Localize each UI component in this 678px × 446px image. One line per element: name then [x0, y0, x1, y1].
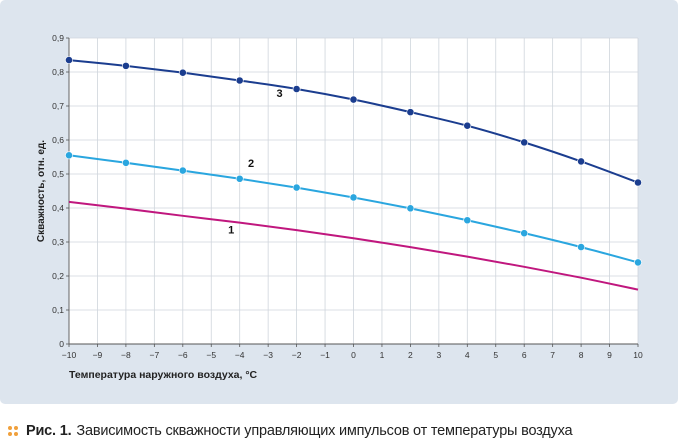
caption-bullet-icon: [8, 426, 18, 436]
series-markers: [65, 56, 642, 267]
y-axis-label: Скважность, отн. ед.: [36, 140, 47, 242]
series-line-1: [68, 200, 639, 291]
x-axis-label: Температура наружного воздуха, °C: [69, 369, 258, 381]
grid-lines: [69, 37, 639, 344]
chart-svg: −10 −9 −8 −7 −6 −5 −4 −3 −2 −1 0 1 2 3 4 5 6 7 8 9 1000,10,2…: [0, 0, 678, 404]
y-tick-label: 0,6: [52, 135, 64, 145]
caption-text: Зависимость скважности управляющих импул…: [76, 423, 573, 439]
data-point-series-2: [178, 166, 187, 175]
data-point-series-2: [577, 243, 585, 251]
x-tick-label: −7: [149, 350, 159, 360]
series-label-1: 1: [228, 225, 234, 237]
series-label-2: 2: [248, 158, 254, 170]
x-tick-label: 0: [351, 350, 356, 360]
data-point-series-3: [235, 76, 244, 85]
data-point-series-2: [463, 216, 472, 225]
x-tick-label: 3: [436, 350, 441, 360]
data-point-series-3: [406, 108, 415, 117]
series-labels: 1 2 3: [228, 88, 282, 237]
data-point-series-3: [463, 121, 472, 130]
data-point-series-3: [122, 61, 130, 70]
x-tick-label: −10: [62, 350, 77, 360]
tick-labels: −10 −9 −8 −7 −6 −5 −4 −3 −2 −1 0 1 2 3 4 5 6 7 8 9 1000,10,2…: [52, 33, 643, 360]
series-label-3: 3: [276, 88, 282, 100]
data-point-series-3: [292, 85, 301, 93]
data-point-series-2: [406, 204, 415, 213]
x-tick-label: 5: [493, 350, 498, 360]
x-tick-label: 1: [380, 350, 385, 360]
x-tick-label: −6: [178, 350, 188, 360]
x-tick-label: −8: [121, 350, 131, 360]
data-point-series-2: [292, 183, 301, 192]
caption-label: Рис. 1.: [26, 423, 72, 439]
x-tick-label: 7: [550, 350, 555, 360]
y-tick-label: 0,5: [52, 169, 64, 179]
data-point-series-3: [178, 68, 187, 77]
data-point-series-2: [235, 174, 244, 183]
y-tick-label: 0,7: [52, 101, 64, 111]
data-point-series-2: [520, 229, 529, 238]
y-tick-label: 0,4: [52, 203, 64, 213]
x-tick-label: −9: [93, 350, 103, 360]
y-tick-label: 0,9: [52, 33, 64, 43]
chart-panel: −10 −9 −8 −7 −6 −5 −4 −3 −2 −1 0 1 2 3 4 5 6 7 8 9 10 0 0,1 0,2…: [0, 0, 678, 404]
x-tick-label: 2: [408, 350, 413, 360]
x-tick-label: −2: [292, 350, 302, 360]
y-tick-label: 0,3: [52, 237, 64, 247]
data-point-series-3: [349, 95, 358, 104]
data-point-series-3: [634, 178, 642, 187]
x-tick-label: −1: [320, 350, 330, 360]
x-tick-label: 6: [522, 350, 527, 360]
y-tick-label: 0,1: [52, 305, 64, 315]
axes: [66, 37, 639, 347]
y-tick-label: 0: [59, 339, 64, 349]
data-point-series-2: [65, 151, 73, 160]
y-tick-label: 0,2: [52, 271, 64, 281]
x-tick-label: −3: [263, 350, 273, 360]
x-tick-label: 4: [465, 350, 470, 360]
x-tick-label: −4: [235, 350, 245, 360]
figure-caption: Рис. 1. Зависимость скважности управляющ…: [8, 420, 573, 442]
x-tick-label: 8: [579, 350, 584, 360]
x-tick-label: −5: [206, 350, 216, 360]
y-tick-label: 0,8: [52, 67, 64, 77]
x-tick-label: 10: [633, 350, 643, 360]
data-point-series-3: [65, 56, 73, 64]
data-point-series-3: [577, 157, 585, 166]
x-tick-label: 9: [607, 350, 612, 360]
data-point-series-2: [634, 258, 642, 267]
data-point-series-3: [520, 138, 529, 147]
data-point-series-2: [122, 158, 130, 167]
data-point-series-2: [349, 193, 358, 202]
